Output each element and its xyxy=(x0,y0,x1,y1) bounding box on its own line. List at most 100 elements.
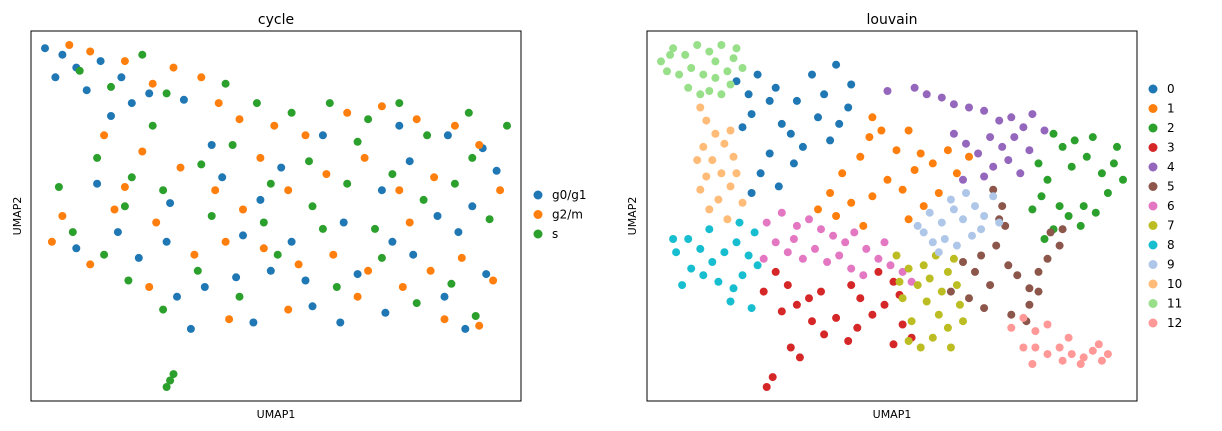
scatter-point xyxy=(162,89,171,98)
scatter-point xyxy=(235,292,244,301)
scatter-point xyxy=(1076,221,1085,230)
scatter-point xyxy=(336,318,345,327)
scatter-point xyxy=(1019,123,1028,132)
scatter-point xyxy=(270,121,279,130)
scatter-point xyxy=(117,73,126,82)
scatter-point xyxy=(847,281,856,290)
scatter-point xyxy=(759,254,768,263)
scatter-point xyxy=(100,250,109,259)
scatter-point xyxy=(729,54,738,63)
scatter-point xyxy=(294,260,303,269)
scatter-point xyxy=(989,192,998,201)
scatter-point xyxy=(58,50,67,59)
legend-label: 8 xyxy=(1167,238,1175,252)
scatter-point xyxy=(471,312,480,320)
scatter-point xyxy=(798,142,807,151)
scatter-point xyxy=(218,173,227,182)
scatter-point xyxy=(120,183,129,191)
scatter-point xyxy=(946,343,955,352)
scatter-point xyxy=(705,47,714,56)
scatter-point xyxy=(75,66,84,75)
scatter-point xyxy=(1113,142,1121,151)
scatter-point xyxy=(928,333,937,342)
scatter-point xyxy=(503,121,511,130)
scatter-point xyxy=(937,218,946,227)
scatter-point xyxy=(744,90,753,99)
scatter-point xyxy=(889,340,898,349)
scatter-point xyxy=(1037,192,1046,201)
scatter-point xyxy=(949,254,958,263)
scatter-point xyxy=(868,310,877,319)
scatter-point xyxy=(989,162,998,171)
scatter-point xyxy=(684,83,693,92)
legend-marker xyxy=(1148,299,1158,308)
scatter-point xyxy=(166,199,175,208)
scatter-point xyxy=(907,277,916,286)
scatter-point xyxy=(696,244,705,253)
scatter-point xyxy=(426,266,435,275)
scatter-point xyxy=(696,185,705,194)
scatter-point xyxy=(847,80,856,89)
scatter-point xyxy=(1076,360,1085,368)
scatter-point xyxy=(464,108,473,117)
scatter-point xyxy=(1040,235,1049,243)
scatter-point xyxy=(100,131,109,140)
scatter-point xyxy=(468,202,477,211)
scatter-point xyxy=(364,266,373,275)
legend-marker xyxy=(533,229,543,239)
scatter-point xyxy=(388,170,397,179)
scatter-point xyxy=(980,172,989,181)
scatter-point xyxy=(1058,142,1067,151)
scatter-point xyxy=(371,224,379,233)
scatter-point xyxy=(145,89,154,98)
scatter-point xyxy=(412,299,421,308)
scatter-point xyxy=(986,133,995,142)
scatter-point xyxy=(672,248,681,257)
scatter-point xyxy=(844,337,853,345)
scatter-point xyxy=(450,179,459,188)
scatter-point xyxy=(86,260,95,269)
scatter-point xyxy=(239,231,247,240)
scatter-point xyxy=(795,353,804,362)
legend-label: 11 xyxy=(1167,297,1182,311)
legend-marker xyxy=(1148,318,1158,328)
scatter-point xyxy=(1046,228,1055,237)
scatter-point xyxy=(723,215,732,224)
scatter-point xyxy=(777,208,786,217)
scatter-point xyxy=(1034,267,1043,276)
scatter-point xyxy=(179,95,188,104)
scatter-point xyxy=(395,121,404,130)
legend-marker xyxy=(1148,260,1158,269)
scatter-point xyxy=(239,205,247,214)
scatter-point xyxy=(1064,212,1073,220)
scatter-point xyxy=(65,41,74,49)
scatter-point xyxy=(835,251,844,260)
legend-marker xyxy=(1148,84,1158,94)
scatter-point xyxy=(925,274,934,283)
scatter-point xyxy=(919,261,928,270)
chart-title: louvain xyxy=(867,12,918,28)
scatter-point xyxy=(1043,175,1052,184)
scatter-point xyxy=(443,131,452,140)
scatter-point xyxy=(765,96,774,105)
legend-marker xyxy=(1148,221,1158,230)
scatter-point xyxy=(277,163,286,172)
scatter-point xyxy=(322,170,331,179)
scatter-point xyxy=(657,57,665,66)
scatter-point xyxy=(433,212,442,220)
scatter-point xyxy=(699,142,708,151)
scatter-point xyxy=(708,258,717,266)
scatter-point xyxy=(120,202,129,211)
scatter-point xyxy=(176,163,185,172)
scatter-point xyxy=(197,73,206,82)
scatter-point xyxy=(430,173,439,182)
y-axis-label: UMAP2 xyxy=(11,197,24,236)
scatter-point xyxy=(934,189,943,197)
scatter-point xyxy=(1016,169,1025,178)
scatter-point xyxy=(681,50,690,59)
scatter-point xyxy=(913,221,922,230)
scatter-point xyxy=(1031,327,1040,336)
scatter-point xyxy=(211,186,220,195)
scatter-point xyxy=(904,215,913,224)
